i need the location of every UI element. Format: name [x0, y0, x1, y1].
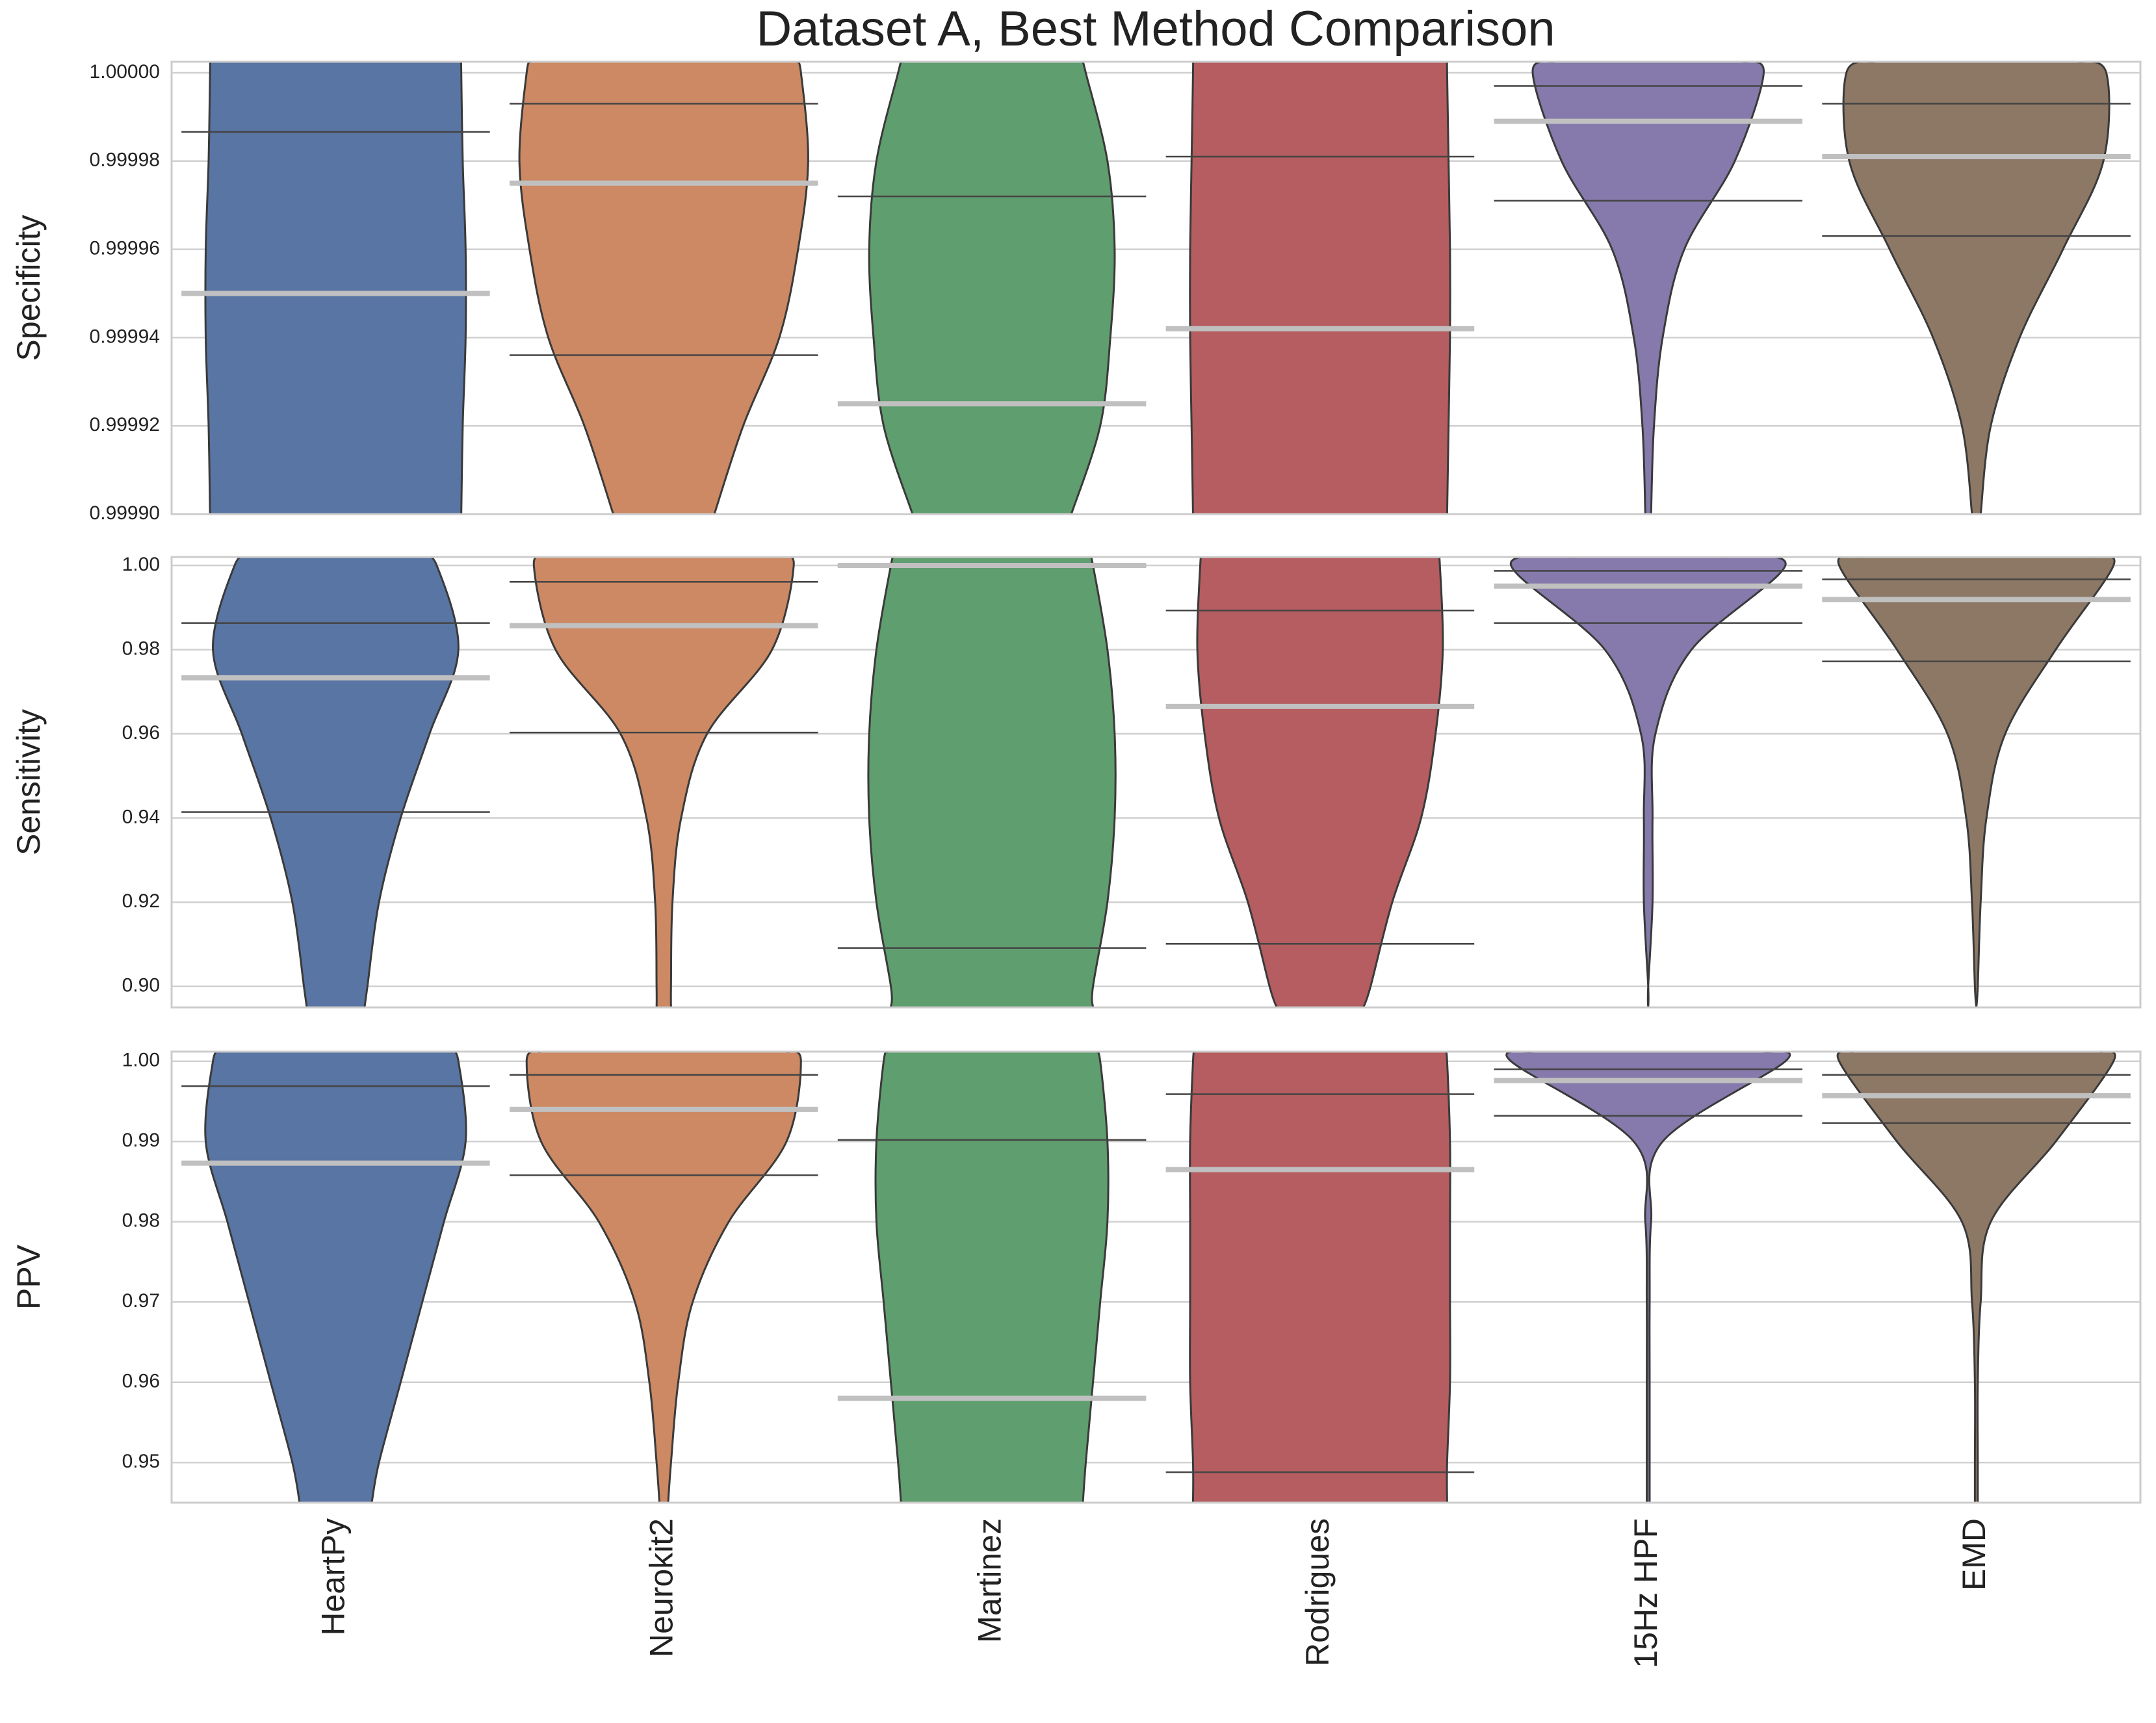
- x-tick-label: Rodrigues: [1299, 1518, 1336, 1666]
- violin: [204, 62, 467, 514]
- violin: [212, 557, 460, 1007]
- x-tick-label: HeartPy: [315, 1518, 352, 1636]
- violin: [518, 62, 809, 514]
- plot-area: [181, 62, 2131, 514]
- x-tick-label: Neurokit2: [643, 1518, 679, 1657]
- y-axis-label: PPV: [10, 1244, 47, 1310]
- y-tick-label: 0.99998: [90, 149, 160, 171]
- x-tick-label: EMD: [1956, 1518, 1992, 1590]
- y-tick-label: 0.92: [122, 890, 160, 912]
- panel-frame: [170, 60, 2142, 515]
- violin: [1510, 557, 1787, 1007]
- y-tick-label: 1.00000: [90, 61, 160, 83]
- y-tick-label: 1.00: [122, 554, 160, 575]
- y-tick-label: 0.99: [122, 1130, 160, 1151]
- y-tick-label: 0.98: [122, 1210, 160, 1232]
- violin: [532, 557, 795, 1007]
- plot-area: [181, 1052, 2131, 1503]
- panel-frame: [170, 1050, 2142, 1504]
- y-tick-label: 0.99996: [90, 238, 160, 259]
- violin: [1189, 1052, 1451, 1503]
- violin: [204, 1052, 467, 1503]
- violin: [868, 62, 1116, 514]
- violin: [1196, 557, 1444, 1007]
- violin: [1842, 62, 2111, 514]
- chart-title: Dataset A, Best Method Comparison: [756, 1, 1555, 57]
- violin: [1531, 62, 1765, 514]
- y-tick-label: 0.97: [122, 1290, 160, 1312]
- plot-area: [181, 557, 2131, 1007]
- y-axis-label: Sensitivity: [10, 709, 47, 855]
- y-tick-label: 0.96: [122, 722, 160, 744]
- panel-frame: [170, 556, 2142, 1009]
- violin: [1836, 1052, 2116, 1503]
- y-tick-label: 0.90: [122, 975, 160, 996]
- violin: [525, 1052, 802, 1503]
- y-tick-label: 0.99994: [90, 326, 160, 347]
- y-tick-label: 1.00: [122, 1050, 160, 1071]
- x-tick-label: 15Hz HPF: [1628, 1518, 1664, 1668]
- y-tick-label: 0.98: [122, 638, 160, 659]
- y-tick-label: 0.99990: [90, 502, 160, 524]
- violin: [867, 557, 1117, 1007]
- y-tick-label: 0.94: [122, 806, 160, 827]
- y-tick-label: 0.96: [122, 1371, 160, 1392]
- y-tick-label: 0.95: [122, 1451, 160, 1472]
- y-axis-label: Specificity: [10, 214, 47, 361]
- violin: [1837, 557, 2116, 1007]
- y-tick-label: 0.99992: [90, 414, 160, 435]
- violin: [1189, 62, 1451, 514]
- violin: [874, 1052, 1110, 1503]
- violin: [1505, 1052, 1791, 1503]
- x-tick-label: Martinez: [971, 1518, 1007, 1643]
